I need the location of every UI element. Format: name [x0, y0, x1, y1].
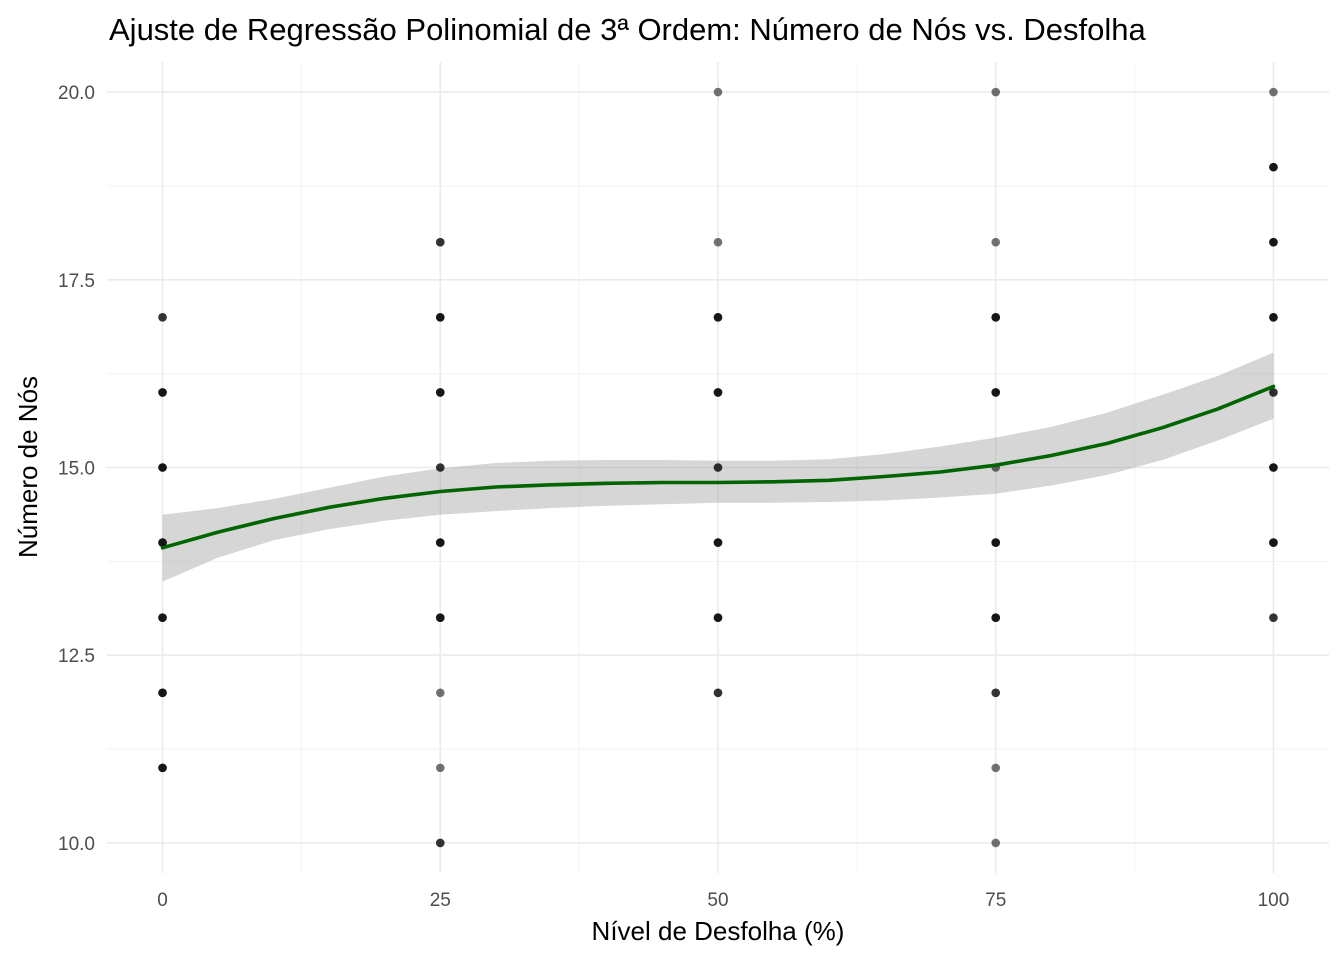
fit-line	[160, 384, 1276, 550]
data-point	[1269, 313, 1278, 322]
data-point	[1269, 162, 1278, 172]
data-point	[158, 613, 167, 622]
data-point	[435, 463, 445, 472]
data-point	[1269, 237, 1278, 247]
data-point	[991, 313, 1001, 322]
x-tick-label: 75	[985, 890, 1006, 911]
data-point	[1269, 538, 1278, 547]
y-tick-label: 15.0	[58, 459, 95, 480]
data-point	[435, 313, 445, 322]
data-point	[435, 613, 445, 622]
points-layer	[158, 87, 1278, 848]
y-tick-label: 17.5	[58, 271, 95, 292]
data-point	[991, 237, 1001, 247]
data-point	[1269, 388, 1278, 397]
x-tick-label: 100	[1258, 890, 1290, 911]
y-tick-label: 10.0	[58, 834, 95, 855]
data-point	[158, 538, 167, 547]
data-point	[158, 688, 167, 698]
data-point	[435, 538, 445, 547]
data-point	[713, 538, 723, 547]
data-point	[713, 688, 723, 698]
data-point	[713, 237, 723, 247]
plot-panel	[107, 62, 1329, 873]
data-point	[713, 613, 723, 622]
y-tick-label: 20.0	[58, 83, 95, 104]
data-point	[991, 688, 1001, 698]
x-tick-label: 0	[157, 890, 168, 911]
y-axis-ticks: 10.0 12.5 15.0 17.5 20.0	[58, 83, 95, 855]
data-point	[435, 688, 445, 698]
data-point	[713, 87, 723, 97]
data-point	[991, 538, 1001, 547]
data-point	[991, 613, 1001, 622]
data-point	[991, 388, 1001, 397]
data-point	[991, 763, 1001, 773]
y-tick-label: 12.5	[58, 646, 95, 667]
data-point	[1269, 463, 1278, 472]
x-tick-label: 25	[430, 890, 451, 911]
data-point	[158, 313, 167, 322]
data-point	[713, 313, 723, 322]
data-point	[713, 463, 723, 472]
data-point	[991, 838, 1001, 848]
x-axis-ticks: 0 25 50 75 100	[157, 890, 1289, 911]
data-point	[158, 463, 167, 472]
chart-title: Ajuste de Regressão Polinomial de 3ª Ord…	[109, 12, 1146, 47]
y-axis-title: Número de Nós	[13, 376, 43, 558]
data-point	[435, 763, 445, 773]
data-point	[1269, 87, 1278, 97]
data-point	[713, 388, 723, 397]
x-tick-label: 50	[707, 890, 728, 911]
fit-line-layer	[160, 384, 1276, 550]
data-point	[991, 87, 1001, 97]
data-point	[158, 763, 167, 773]
x-axis-title: Nível de Desfolha (%)	[592, 916, 845, 946]
data-point	[435, 838, 445, 848]
data-point	[435, 388, 445, 397]
data-point	[158, 388, 167, 397]
data-point	[1269, 613, 1278, 622]
data-point	[435, 237, 445, 247]
